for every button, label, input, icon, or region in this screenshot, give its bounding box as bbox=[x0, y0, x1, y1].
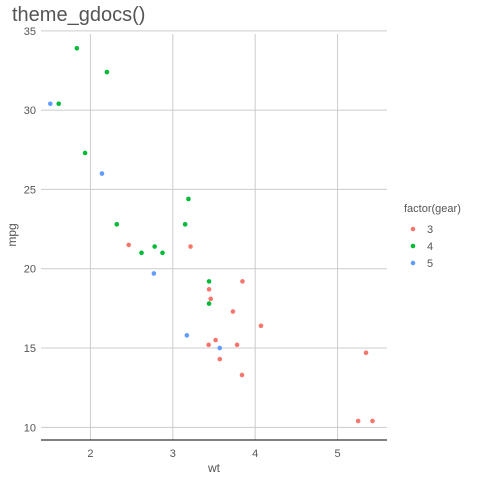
data-point bbox=[206, 287, 212, 292]
data-point bbox=[217, 356, 223, 362]
data-point bbox=[104, 69, 110, 75]
data-point bbox=[151, 271, 157, 276]
data-point bbox=[184, 333, 190, 338]
grid-lines bbox=[41, 30, 387, 440]
chart-title: theme_gdocs() bbox=[12, 4, 145, 26]
data-point bbox=[126, 242, 132, 248]
data-point bbox=[213, 337, 218, 343]
data-points bbox=[48, 45, 375, 424]
data-point bbox=[182, 222, 188, 227]
y-tick-label: 35 bbox=[24, 26, 36, 38]
y-tick-label: 30 bbox=[24, 105, 36, 117]
x-axis-title: wt bbox=[207, 461, 221, 475]
data-point bbox=[186, 196, 191, 202]
data-point bbox=[240, 279, 245, 284]
y-tick-label: 20 bbox=[24, 264, 36, 276]
data-point bbox=[48, 101, 53, 107]
data-point bbox=[234, 342, 240, 348]
y-tick-label: 10 bbox=[24, 422, 36, 434]
y-tick-labels: 10 15 20 25 30 35 bbox=[24, 26, 36, 434]
legend-key bbox=[410, 260, 416, 266]
data-point bbox=[206, 279, 212, 284]
data-point bbox=[370, 418, 375, 424]
data-point bbox=[363, 350, 369, 356]
legend-title: factor(gear) bbox=[404, 203, 461, 215]
data-point bbox=[208, 296, 214, 302]
data-point bbox=[74, 45, 80, 51]
data-point bbox=[206, 301, 212, 306]
x-tick-label: 4 bbox=[252, 448, 258, 460]
data-point bbox=[217, 345, 223, 351]
data-point bbox=[56, 101, 62, 107]
legend-key bbox=[410, 243, 416, 249]
x-tick-label: 3 bbox=[170, 448, 176, 460]
data-point bbox=[258, 323, 264, 329]
data-point bbox=[160, 250, 165, 256]
y-tick-label: 25 bbox=[24, 184, 36, 196]
legend-label: 3 bbox=[427, 224, 433, 236]
data-point bbox=[99, 171, 105, 176]
legend: factor(gear) 3 4 5 bbox=[404, 203, 461, 270]
legend-label: 5 bbox=[427, 258, 433, 270]
y-tick-label: 15 bbox=[24, 343, 36, 355]
x-tick-labels: 2 3 4 5 bbox=[87, 448, 340, 460]
data-point bbox=[152, 244, 157, 249]
data-point bbox=[239, 372, 245, 378]
data-point bbox=[82, 150, 88, 156]
x-tick-label: 5 bbox=[335, 448, 341, 460]
data-point bbox=[206, 342, 211, 348]
data-point bbox=[188, 244, 193, 249]
data-point bbox=[114, 222, 120, 227]
y-axis-title: mpg bbox=[5, 223, 19, 246]
data-point bbox=[230, 309, 236, 314]
legend-key bbox=[410, 226, 416, 232]
data-point bbox=[355, 418, 361, 424]
legend-label: 4 bbox=[427, 241, 433, 253]
x-tick-label: 2 bbox=[87, 448, 93, 460]
data-point bbox=[139, 250, 144, 256]
